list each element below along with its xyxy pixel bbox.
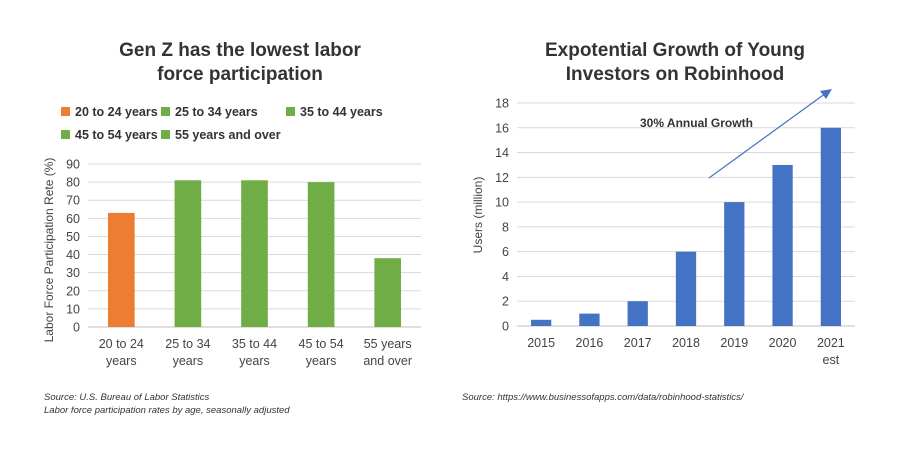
- y-tick-label: 90: [66, 158, 80, 172]
- x-tick-label: years: [106, 354, 137, 368]
- chart-title-line-1: Gen Z has the lowest labor: [119, 40, 361, 61]
- bars: [107, 180, 402, 327]
- legend-item: 35 to 44 years: [286, 105, 383, 119]
- y-tick-label: 60: [66, 212, 80, 226]
- legend-item: 25 to 34 years: [161, 105, 258, 119]
- bars: [531, 127, 841, 327]
- x-tick-labels: 20 to 24 years 25 to 34 years 35 to 44 years 4…: [99, 337, 412, 368]
- x-tick-label: 2018: [672, 336, 700, 350]
- x-tick-label: 2015: [527, 336, 555, 350]
- x-tick-label: years: [173, 354, 204, 368]
- x-tick-label: 2020: [769, 336, 797, 350]
- y-tick-labels: 0 10 20 30 40 50 60 70 80 90: [66, 158, 80, 335]
- y-tick-label: 16: [495, 121, 509, 135]
- chart-title-line-2: Investors on Robinhood: [566, 64, 785, 85]
- bar: [241, 180, 268, 327]
- chart-title-line-1: Expotential Growth of Young: [545, 40, 805, 61]
- legend-swatch: [161, 107, 170, 116]
- arrow-head: [820, 89, 832, 99]
- x-tick-label: 35 to 44: [232, 337, 277, 351]
- legend: 20 to 24 years 25 to 34 years 35 to 44 yea…: [61, 105, 383, 142]
- arrow-line: [708, 92, 827, 179]
- y-tick-label: 4: [502, 270, 509, 284]
- y-tick-label: 0: [502, 320, 509, 334]
- x-tick-label: 2017: [624, 336, 652, 350]
- source-line: Source: https://www.businessofapps.com/d…: [462, 392, 745, 403]
- x-tick-label: 2016: [576, 336, 604, 350]
- x-tick-label: 20 to 24: [99, 337, 144, 351]
- y-tick-label: 8: [502, 220, 509, 234]
- x-tick-label: years: [306, 354, 337, 368]
- growth-arrow: [708, 89, 832, 179]
- legend-swatch: [161, 130, 170, 139]
- x-tick-label: 25 to 34: [165, 337, 210, 351]
- legend-item: 20 to 24 years: [61, 105, 158, 119]
- legend-label: 55 years and over: [175, 128, 281, 142]
- legend-swatch: [286, 107, 295, 116]
- bar: [820, 127, 841, 327]
- x-tick-label: years: [239, 354, 270, 368]
- x-tick-label: 45 to 54: [299, 337, 344, 351]
- bar: [627, 301, 648, 326]
- x-tick-label: 2021: [817, 336, 845, 350]
- legend-label: 45 to 54 years: [75, 128, 158, 142]
- source-line-1: Source: U.S. Bureau of Labor Statistics: [44, 392, 210, 403]
- legend-label: 35 to 44 years: [300, 105, 383, 119]
- y-tick-label: 12: [495, 171, 509, 185]
- bar: [772, 164, 793, 326]
- bar: [579, 313, 600, 326]
- legend-item: 45 to 54 years: [61, 128, 158, 142]
- y-tick-label: 50: [66, 230, 80, 244]
- bar: [724, 202, 745, 326]
- y-tick-label: 80: [66, 176, 80, 190]
- y-tick-labels: 0 2 4 6 8 10 12 14 16 18: [495, 97, 509, 334]
- legend-swatch: [61, 130, 70, 139]
- bar: [374, 258, 402, 327]
- bar: [107, 212, 135, 327]
- bar: [174, 180, 202, 327]
- labor-participation-chart: Gen Z has the lowest labor force partici…: [42, 40, 421, 416]
- legend-label: 20 to 24 years: [75, 105, 158, 119]
- y-tick-label: 18: [495, 97, 509, 111]
- annotation-text: 30% Annual Growth: [640, 116, 753, 130]
- x-tick-label: and over: [363, 354, 412, 368]
- y-tick-label: 0: [73, 321, 80, 335]
- x-tick-label: 2019: [720, 336, 748, 350]
- y-tick-label: 10: [495, 196, 509, 210]
- y-axis-label: Labor Force Participation Rete (%): [42, 158, 56, 343]
- bar: [307, 182, 335, 327]
- bar: [675, 251, 697, 326]
- y-tick-label: 10: [66, 302, 80, 316]
- y-tick-label: 70: [66, 194, 80, 208]
- robinhood-growth-chart: Expotential Growth of Young Investors on…: [462, 40, 855, 403]
- chart-title-line-2: force participation: [157, 64, 323, 85]
- legend-label: 25 to 34 years: [175, 105, 258, 119]
- legend-swatch: [61, 107, 70, 116]
- source-line-2: Labor force participation rates by age, …: [44, 405, 290, 416]
- x-tick-label: est: [823, 353, 840, 367]
- x-tick-label: 55 years: [364, 337, 412, 351]
- y-tick-label: 30: [66, 266, 80, 280]
- legend-item: 55 years and over: [161, 128, 281, 142]
- y-tick-label: 40: [66, 248, 80, 262]
- y-tick-label: 20: [66, 284, 80, 298]
- y-axis-label: Users (million): [471, 177, 485, 254]
- y-tick-label: 14: [495, 146, 509, 160]
- y-tick-label: 6: [502, 245, 509, 259]
- y-tick-label: 2: [502, 295, 509, 309]
- bar: [531, 319, 552, 326]
- x-tick-labels: 2015 2016 2017 2018 2019 2020 2021 est: [527, 336, 845, 367]
